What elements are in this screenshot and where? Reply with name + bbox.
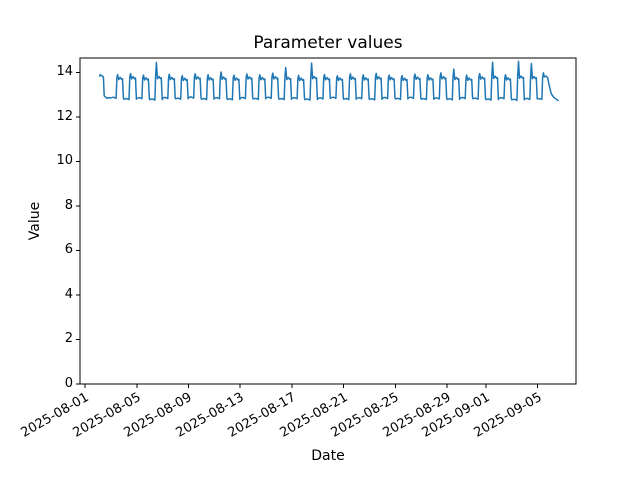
y-tick-label: 8 xyxy=(64,197,73,213)
y-tick-label: 2 xyxy=(64,331,73,347)
y-tick-label: 0 xyxy=(64,376,73,391)
y-tick-label: 14 xyxy=(56,64,73,80)
y-tick-label: 4 xyxy=(64,286,73,302)
x-axis-label: Date xyxy=(311,448,345,464)
data-line xyxy=(98,60,559,102)
y-tick-label: 6 xyxy=(64,242,73,258)
y-tick-label: 10 xyxy=(56,153,73,169)
plot-border xyxy=(79,57,577,385)
chart-title: Parameter values xyxy=(253,33,403,53)
y-tick-label: 12 xyxy=(56,108,73,124)
